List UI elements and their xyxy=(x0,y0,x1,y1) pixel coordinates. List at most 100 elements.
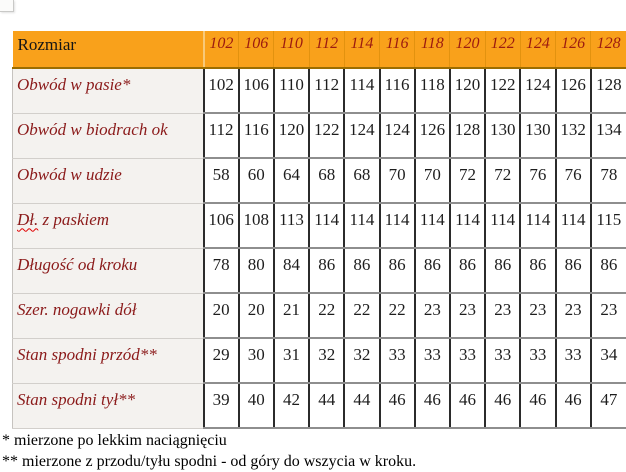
cell-value: 128 xyxy=(589,68,626,114)
row-label: Stan spodni tył** xyxy=(12,383,204,429)
cell-value: 32 xyxy=(308,338,345,384)
cell-value: 78 xyxy=(589,158,626,204)
cell-value: 122 xyxy=(484,68,521,114)
header-size-118: 118 xyxy=(414,31,450,69)
cell-value: 116 xyxy=(378,68,415,114)
cell-value: 23 xyxy=(448,293,486,339)
cell-value: 39 xyxy=(202,383,239,429)
cell-value: 33 xyxy=(413,338,450,384)
cell-value: 44 xyxy=(343,383,380,429)
cell-value: 120 xyxy=(448,68,486,114)
cell-value: 23 xyxy=(484,293,521,339)
cell-value: 114 xyxy=(413,203,450,249)
cell-value: 112 xyxy=(202,113,239,159)
cell-value: 33 xyxy=(554,338,591,384)
cell-value: 134 xyxy=(589,113,626,159)
cell-value: 70 xyxy=(378,158,415,204)
row-label: Długość od kroku xyxy=(12,248,204,294)
header-size-126: 126 xyxy=(555,31,591,69)
cell-value: 110 xyxy=(272,68,310,114)
table-row: Obwód w biodrach ok 112 116 120 122 124 124 126… xyxy=(12,113,626,159)
cell-value: 72 xyxy=(484,158,521,204)
cell-value: 23 xyxy=(519,293,556,339)
table-row: Dł. z paskiem 106 108 113 114 114 114 114 114 114… xyxy=(12,203,626,249)
cell-value: 86 xyxy=(589,248,626,294)
cell-value: 46 xyxy=(484,383,521,429)
misspelled-word: Dł. xyxy=(17,209,39,229)
table-row: Obwód w udzie 58 60 64 68 68 70 70 72 72 76 76 78 xyxy=(12,158,626,204)
cell-value: 120 xyxy=(272,113,310,159)
cell-value: 22 xyxy=(343,293,380,339)
cell-value: 33 xyxy=(484,338,521,384)
cell-value: 84 xyxy=(272,248,310,294)
row-label: Obwód w biodrach ok xyxy=(12,113,204,159)
header-size-114: 114 xyxy=(343,31,380,69)
cell-value: 114 xyxy=(484,203,521,249)
cell-value: 130 xyxy=(519,113,556,159)
cell-value: 76 xyxy=(554,158,591,204)
cell-value: 114 xyxy=(343,68,380,114)
cell-value: 46 xyxy=(448,383,486,429)
cell-value: 122 xyxy=(308,113,345,159)
cell-value: 132 xyxy=(554,113,591,159)
cell-value: 20 xyxy=(237,293,274,339)
header-size-106: 106 xyxy=(238,31,274,69)
cell-value: 115 xyxy=(589,203,626,249)
cell-value: 29 xyxy=(202,338,239,384)
cell-value: 44 xyxy=(308,383,345,429)
cell-value: 114 xyxy=(519,203,556,249)
cell-value: 86 xyxy=(413,248,450,294)
cell-value: 108 xyxy=(237,203,274,249)
cell-value: 106 xyxy=(237,68,274,114)
footnotes: * mierzone po lekkim naciągnięciu ** mie… xyxy=(2,430,416,472)
cell-value: 124 xyxy=(378,113,415,159)
cell-value: 20 xyxy=(202,293,239,339)
cell-value: 76 xyxy=(519,158,556,204)
cell-value: 86 xyxy=(448,248,486,294)
cell-value: 86 xyxy=(519,248,556,294)
header-size-120: 120 xyxy=(449,31,486,69)
cell-value: 34 xyxy=(589,338,626,384)
cell-value: 33 xyxy=(519,338,556,384)
size-table-body: Obwód w pasie* 102 106 110 112 114 116 118 120 12… xyxy=(12,68,626,429)
table-row: Szer. nogawki dół 20 20 21 22 22 22 23 23 23 23 23 2… xyxy=(12,293,626,339)
cell-value: 114 xyxy=(308,203,345,249)
cutoff-corner-box xyxy=(0,0,14,12)
cell-value: 21 xyxy=(272,293,310,339)
cell-value: 70 xyxy=(413,158,450,204)
cell-value: 30 xyxy=(237,338,274,384)
cell-value: 78 xyxy=(202,248,239,294)
cell-value: 114 xyxy=(554,203,591,249)
header-rozmiar-label: Rozmiar xyxy=(12,31,205,69)
row-label: Szer. nogawki dół xyxy=(12,293,204,339)
cell-value: 40 xyxy=(237,383,274,429)
cell-value: 42 xyxy=(272,383,310,429)
cell-value: 46 xyxy=(378,383,415,429)
cell-value: 46 xyxy=(413,383,450,429)
cell-value: 102 xyxy=(202,68,239,114)
header-size-124: 124 xyxy=(519,31,556,69)
row-label: Stan spodni przód** xyxy=(12,338,204,384)
cell-value: 126 xyxy=(413,113,450,159)
row-label: Dł. z paskiem xyxy=(12,203,204,249)
cell-value: 86 xyxy=(378,248,415,294)
cell-value: 23 xyxy=(413,293,450,339)
cell-value: 31 xyxy=(272,338,310,384)
cell-value: 116 xyxy=(237,113,274,159)
size-table-header-row: Rozmiar 102 106 110 112 114 116 118 120 122 124 126… xyxy=(12,31,626,69)
cell-value: 68 xyxy=(343,158,380,204)
cell-value: 124 xyxy=(519,68,556,114)
cell-value: 58 xyxy=(202,158,239,204)
header-size-116: 116 xyxy=(379,31,415,69)
cell-value: 86 xyxy=(343,248,380,294)
cell-value: 86 xyxy=(554,248,591,294)
cell-value: 47 xyxy=(589,383,626,429)
cell-value: 128 xyxy=(448,113,486,159)
cell-value: 130 xyxy=(484,113,521,159)
row-label-text: z paskiem xyxy=(38,209,110,229)
cell-value: 86 xyxy=(308,248,345,294)
cell-value: 86 xyxy=(484,248,521,294)
cell-value: 33 xyxy=(378,338,415,384)
cell-value: 114 xyxy=(378,203,415,249)
cell-value: 33 xyxy=(448,338,486,384)
